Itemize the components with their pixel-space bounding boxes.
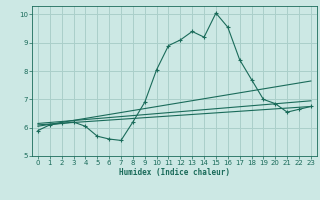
X-axis label: Humidex (Indice chaleur): Humidex (Indice chaleur) (119, 168, 230, 177)
